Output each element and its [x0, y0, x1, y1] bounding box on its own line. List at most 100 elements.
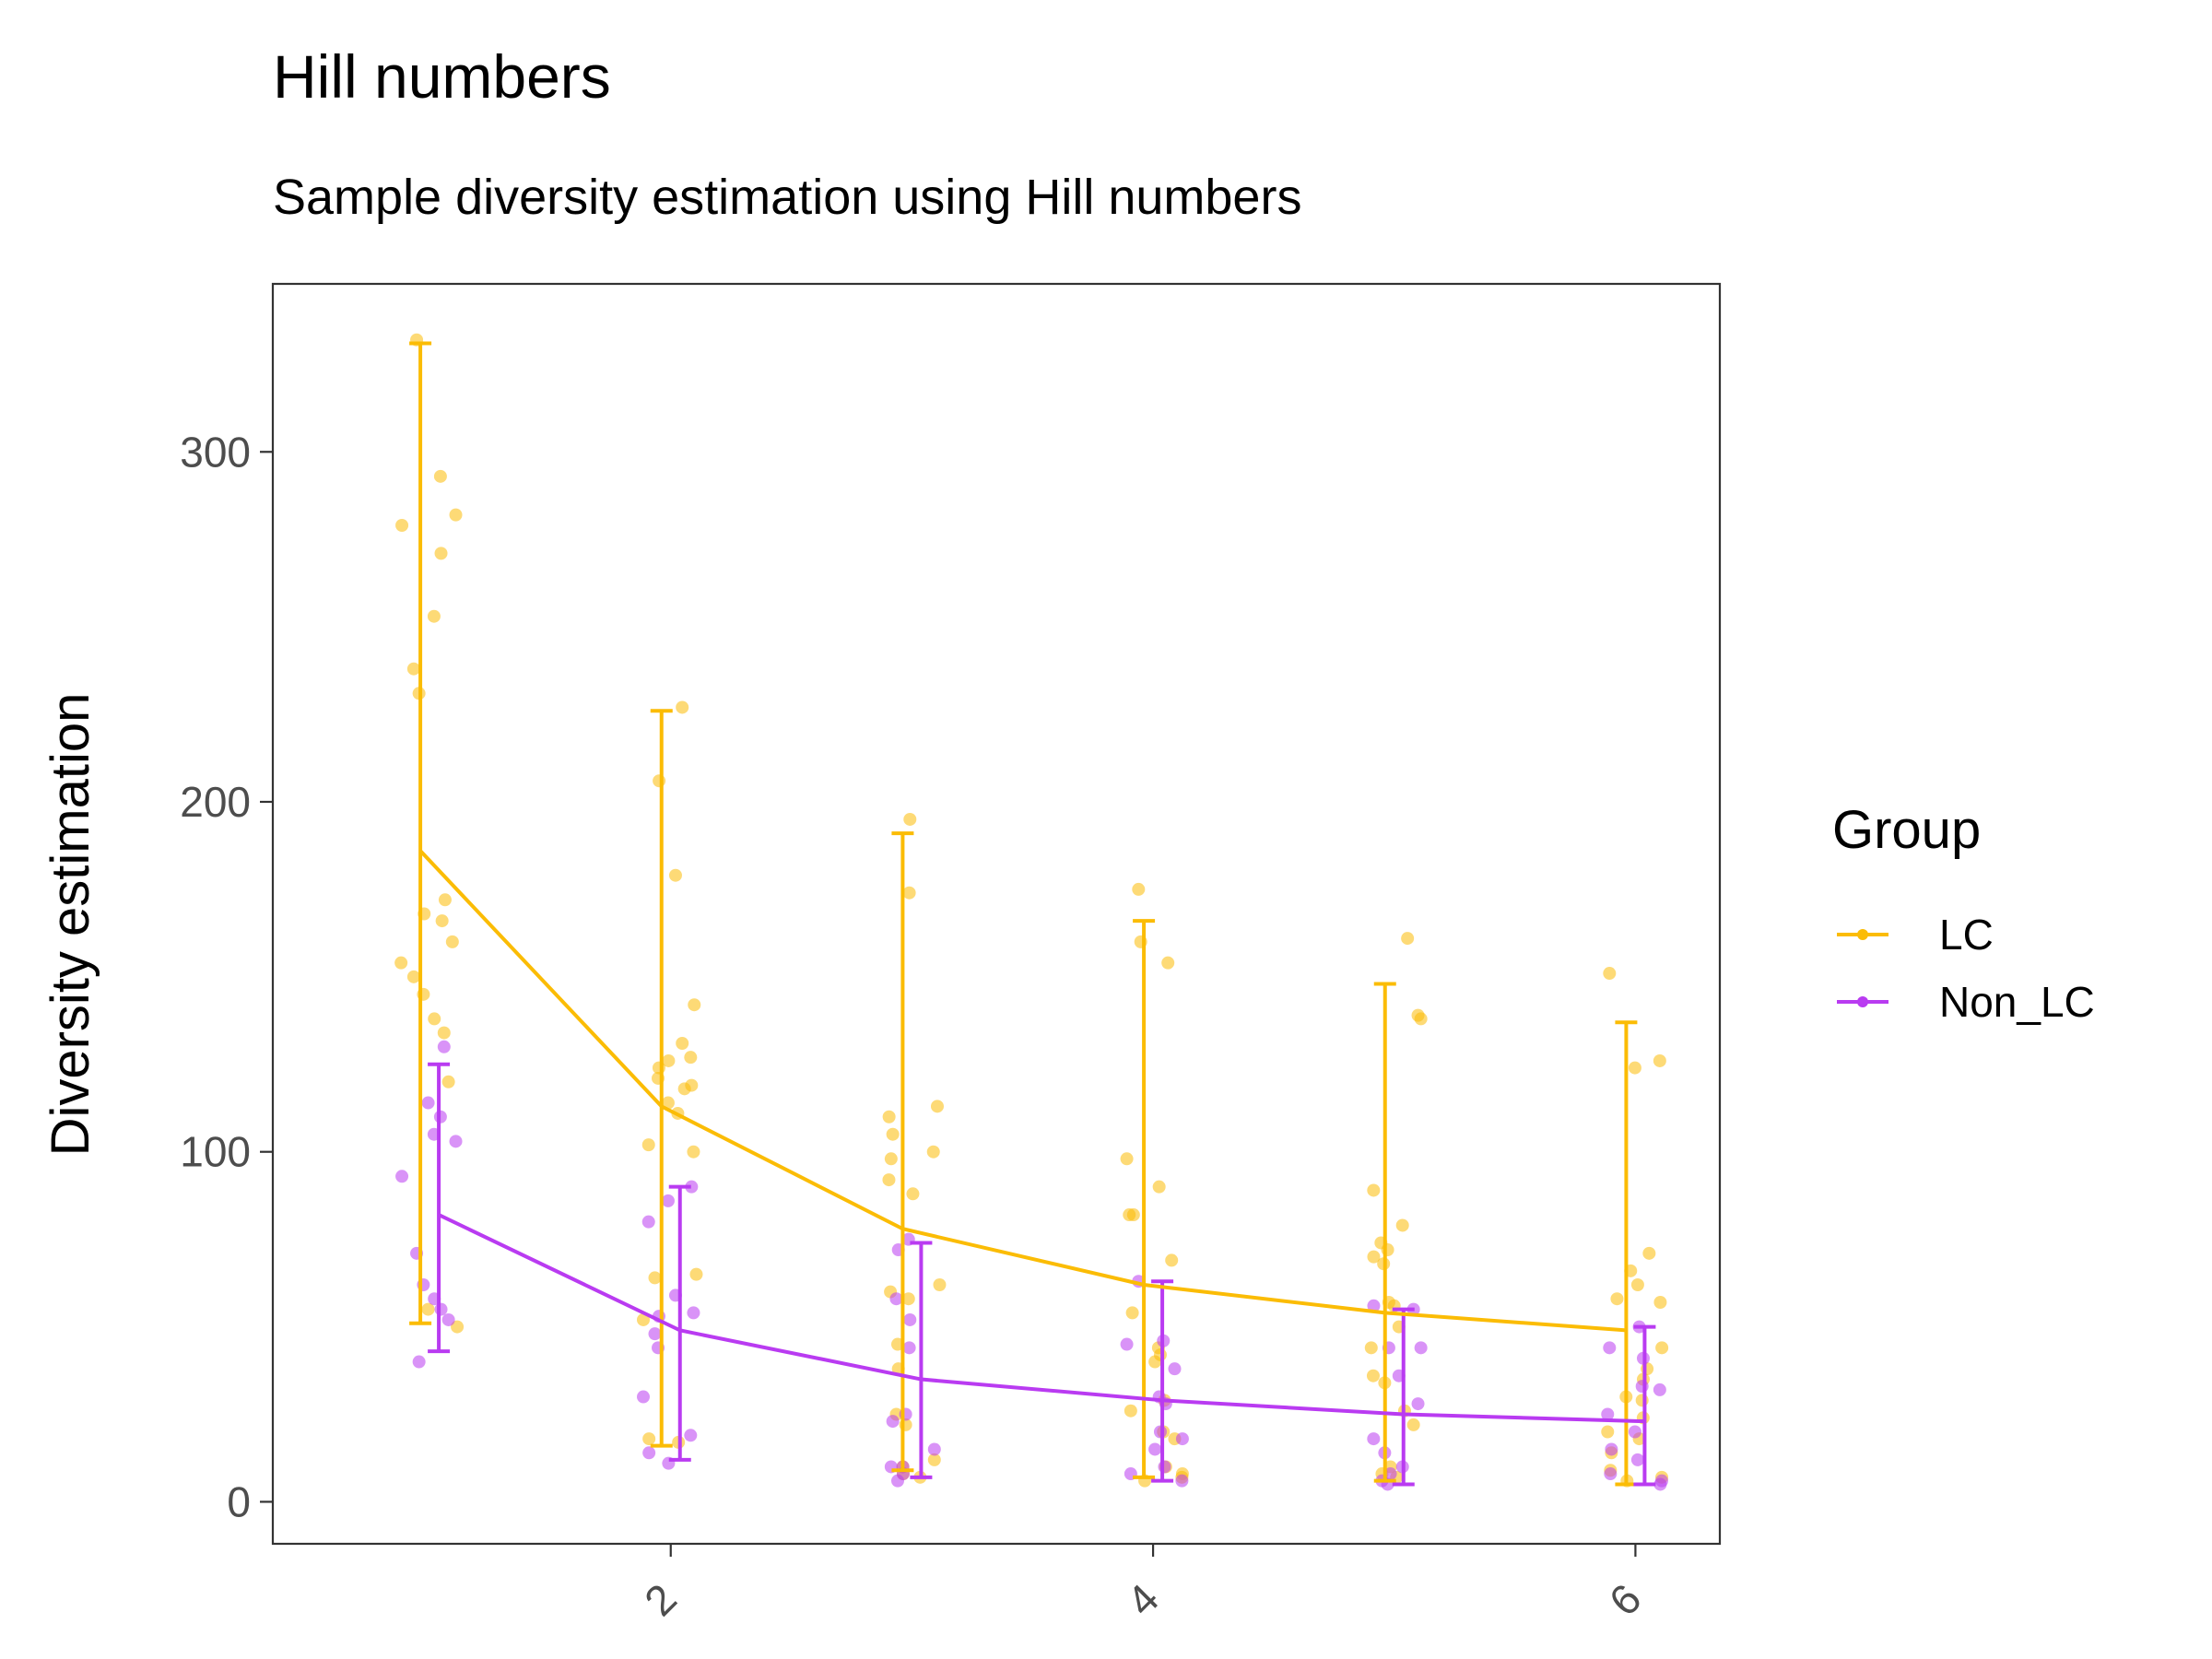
data-point-lc [685, 1078, 699, 1092]
data-point-non-lc [1175, 1432, 1189, 1446]
chart-subtitle: Sample diversity estimation using Hill n… [273, 170, 1301, 225]
data-point-lc [882, 1173, 896, 1187]
legend-label-lc: LC [1939, 911, 1994, 959]
data-point-non-lc [1175, 1474, 1189, 1488]
data-point-lc [933, 1278, 947, 1292]
data-point-non-lc [1414, 1341, 1428, 1355]
data-point-lc [1161, 956, 1175, 970]
data-point-non-lc [1630, 1453, 1644, 1466]
data-point-lc [445, 935, 459, 948]
chart-title: Hill numbers [273, 42, 611, 111]
data-point-non-lc [1655, 1474, 1669, 1488]
data-point-non-lc [902, 1341, 916, 1355]
x-tick-label: 4 [1117, 1574, 1168, 1625]
data-point-lc [906, 1187, 920, 1201]
data-point-non-lc [1148, 1442, 1162, 1456]
data-point-non-lc [648, 1327, 662, 1341]
data-point-non-lc [395, 1170, 409, 1183]
legend-key-non-lc-dot [1857, 996, 1868, 1007]
data-point-lc [642, 1432, 656, 1446]
data-point-lc [1603, 967, 1617, 981]
data-point-lc [1148, 1355, 1162, 1369]
data-point-lc [684, 1051, 698, 1065]
data-point-lc [688, 998, 701, 1012]
x-tick-label: 6 [1600, 1574, 1651, 1625]
data-point-lc [1406, 1418, 1420, 1431]
data-point-lc [1395, 1218, 1409, 1232]
data-point-lc [1132, 882, 1146, 896]
legend-key-lc-dot [1857, 929, 1868, 940]
data-point-non-lc [642, 1446, 656, 1460]
data-point-non-lc [636, 1390, 650, 1404]
plot-area [394, 333, 1669, 1491]
data-point-lc [689, 1267, 703, 1281]
data-point-non-lc [1158, 1460, 1171, 1474]
data-point-lc [902, 886, 916, 900]
x-tick-label: 2 [635, 1574, 686, 1625]
data-point-lc [1653, 1295, 1667, 1309]
data-point-lc [1126, 1208, 1140, 1222]
data-point-lc [1364, 1341, 1378, 1355]
data-point-non-lc [889, 1292, 903, 1306]
data-point-non-lc [1153, 1425, 1167, 1439]
data-point-non-lc [685, 1180, 699, 1194]
data-point-lc [421, 1302, 435, 1316]
data-point-lc [653, 774, 666, 788]
data-point-lc [395, 519, 409, 533]
data-point-lc [648, 1271, 662, 1285]
data-point-non-lc [1411, 1397, 1425, 1411]
data-point-non-lc [449, 1135, 463, 1148]
data-point-non-lc [1601, 1407, 1615, 1421]
data-point-non-lc [903, 1312, 917, 1326]
data-point-non-lc [684, 1429, 698, 1442]
data-point-non-lc [1653, 1382, 1666, 1396]
data-point-non-lc [661, 1194, 675, 1207]
data-point-lc [1653, 1053, 1666, 1067]
data-point-non-lc [1367, 1432, 1381, 1446]
data-point-lc [1411, 1008, 1425, 1022]
legend-label-non-lc: Non_LC [1939, 978, 2095, 1026]
data-point-lc [662, 1053, 676, 1067]
axes: 0 100 200 300 2 4 6 [180, 282, 1722, 1625]
y-tick-label: 100 [180, 1128, 251, 1176]
data-point-lc [1610, 1292, 1624, 1306]
data-point-lc [676, 1036, 689, 1050]
data-point-non-lc [687, 1306, 700, 1320]
data-point-lc [433, 469, 447, 483]
legend: Group LC Non_LC [1832, 800, 2095, 1026]
data-point-lc [1381, 1243, 1394, 1257]
data-point-lc [1366, 1369, 1380, 1382]
data-point-lc [1655, 1341, 1669, 1355]
data-point-lc [1628, 1061, 1641, 1075]
data-point-lc [884, 1152, 898, 1166]
y-axis-title: Diversity estimation [41, 693, 100, 1157]
data-point-lc [1642, 1246, 1656, 1260]
data-point-lc [1165, 1253, 1179, 1267]
data-point-lc [668, 868, 682, 882]
data-point-lc [435, 914, 449, 928]
y-tick-label: 300 [180, 428, 251, 476]
data-point-non-lc [437, 1040, 451, 1053]
data-point-lc [901, 1292, 915, 1306]
data-point-lc [449, 508, 463, 522]
y-tick-label: 0 [227, 1477, 251, 1525]
data-point-lc [1601, 1425, 1615, 1439]
data-point-non-lc [1628, 1425, 1641, 1439]
data-point-lc [687, 1145, 700, 1159]
data-point-lc [451, 1320, 465, 1334]
data-point-non-lc [886, 1415, 900, 1429]
data-point-non-lc [412, 1355, 426, 1369]
data-point-lc [926, 1145, 940, 1159]
data-point-non-lc [1603, 1341, 1617, 1355]
data-point-non-lc [1168, 1362, 1182, 1376]
data-point-lc [1120, 1152, 1134, 1166]
data-point-lc [1630, 1278, 1644, 1292]
data-point-non-lc [641, 1215, 655, 1229]
series-line-non-lc [438, 1213, 1645, 1424]
data-point-lc [636, 1312, 650, 1326]
data-point-lc [927, 1453, 941, 1466]
data-point-non-lc [1120, 1337, 1134, 1351]
data-point-lc [427, 609, 441, 623]
data-point-lc [406, 662, 420, 676]
data-point-lc [882, 1110, 896, 1124]
